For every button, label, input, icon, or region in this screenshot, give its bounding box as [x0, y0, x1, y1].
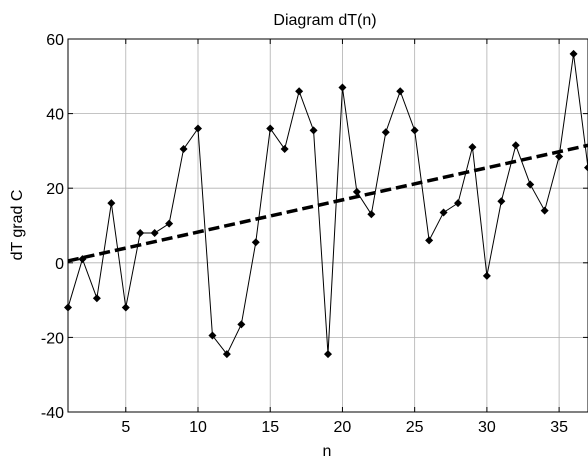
data-point-marker: [511, 141, 520, 150]
data-point-marker: [165, 219, 174, 228]
y-tick-label: -40: [41, 405, 64, 422]
data-point-marker: [251, 238, 260, 247]
data-point-marker: [121, 303, 130, 312]
data-point-marker: [569, 49, 578, 58]
plot-frame: [67, 38, 588, 413]
x-axis-label: n: [323, 443, 332, 460]
axis-ticks: 5 10 15 20 25 30 35 -40 -20 0 20 40 60: [41, 32, 588, 436]
x-tick-label: 30: [478, 419, 496, 436]
data-point-marker: [208, 331, 217, 340]
data-point-marker: [92, 294, 101, 303]
x-tick-label: 25: [406, 419, 424, 436]
trend-line: [67, 143, 588, 263]
data-point-marker: [482, 271, 491, 280]
data-point-marker: [352, 187, 361, 196]
chart-title: Diagram dT(n): [273, 12, 376, 29]
data-point-marker: [107, 199, 116, 208]
x-tick-label: 35: [550, 419, 568, 436]
y-tick-label: 40: [46, 107, 64, 124]
x-tick-label: 15: [261, 419, 279, 436]
y-tick-label: 60: [46, 32, 64, 49]
data-point-marker: [266, 124, 275, 133]
y-tick-label: -20: [41, 330, 64, 347]
y-tick-label: 20: [46, 181, 64, 198]
data-point-marker: [237, 320, 246, 329]
data-point-marker: [309, 126, 318, 135]
data-point-marker: [222, 350, 231, 359]
series-layer: [64, 49, 588, 359]
x-tick-label: 10: [189, 419, 207, 436]
data-point-marker: [396, 87, 405, 96]
data-point-marker: [468, 143, 477, 152]
y-axis-label: dT grad C: [9, 190, 26, 261]
data-point-marker: [410, 126, 419, 135]
data-point-marker: [425, 236, 434, 245]
data-point-marker: [540, 206, 549, 215]
data-point-marker: [381, 128, 390, 137]
data-point-marker: [338, 83, 347, 92]
x-tick-label: 20: [334, 419, 352, 436]
data-point-marker: [454, 199, 462, 208]
data-point-marker: [280, 145, 289, 154]
data-point-marker: [150, 228, 159, 237]
data-point-marker: [526, 180, 535, 189]
y-tick-label: 0: [55, 256, 64, 273]
data-point-marker: [194, 124, 202, 133]
data-point-marker: [136, 228, 145, 237]
data-point-marker: [497, 197, 506, 206]
data-point-marker: [584, 163, 588, 172]
data-point-marker: [324, 350, 332, 359]
x-tick-label: 5: [121, 419, 130, 436]
data-point-marker: [78, 255, 87, 264]
data-point-marker: [179, 145, 188, 154]
data-point-marker: [295, 87, 304, 96]
data-point-marker: [439, 208, 448, 217]
data-point-marker: [555, 152, 564, 161]
data-point-marker: [367, 210, 376, 219]
